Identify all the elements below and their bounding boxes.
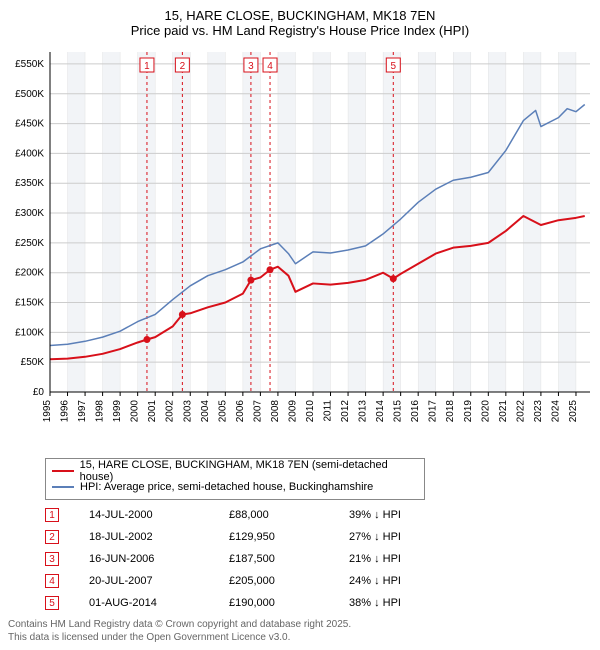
svg-text:1997: 1997 xyxy=(77,400,88,423)
svg-text:2011: 2011 xyxy=(323,400,334,422)
svg-text:2012: 2012 xyxy=(340,400,351,423)
svg-text:£550K: £550K xyxy=(15,59,44,70)
marker-number-box: 5 xyxy=(45,596,59,610)
marker-date: 01-AUG-2014 xyxy=(89,597,229,609)
marker-price: £190,000 xyxy=(229,597,349,609)
svg-text:2016: 2016 xyxy=(410,400,421,423)
svg-text:2015: 2015 xyxy=(393,400,404,423)
svg-text:£100K: £100K xyxy=(15,327,44,338)
marker-date: 20-JUL-2007 xyxy=(89,575,229,587)
svg-text:£500K: £500K xyxy=(15,89,44,100)
marker-price: £187,500 xyxy=(229,553,349,565)
marker-row: 1 14-JUL-2000£88,00039% ↓ HPI xyxy=(45,504,580,526)
marker-pct: 24% ↓ HPI xyxy=(349,575,449,587)
legend-swatch-hpi xyxy=(52,486,74,488)
svg-text:2: 2 xyxy=(180,61,186,72)
svg-text:1999: 1999 xyxy=(112,400,123,423)
chart-area: £0 £50K £100K £150K £200K £250K £300K £350K £400… xyxy=(0,42,600,452)
title-subtitle: Price paid vs. HM Land Registry's House … xyxy=(10,23,590,38)
svg-text:2025: 2025 xyxy=(568,400,579,423)
marker-number-box: 4 xyxy=(45,574,59,588)
svg-text:2019: 2019 xyxy=(463,400,474,423)
chart-title-block: 15, HARE CLOSE, BUCKINGHAM, MK18 7EN Pri… xyxy=(0,0,600,42)
footnote-line1: Contains HM Land Registry data © Crown c… xyxy=(8,618,351,631)
svg-text:£0: £0 xyxy=(33,387,45,398)
marker-date: 14-JUL-2000 xyxy=(89,509,229,521)
svg-text:£200K: £200K xyxy=(15,268,44,279)
svg-text:1: 1 xyxy=(144,61,150,72)
svg-text:2005: 2005 xyxy=(217,400,228,423)
marker-row: 3 16-JUN-2006£187,50021% ↓ HPI xyxy=(45,548,580,570)
svg-text:2018: 2018 xyxy=(445,400,456,423)
marker-row: 2 18-JUL-2002£129,95027% ↓ HPI xyxy=(45,526,580,548)
marker-pct: 21% ↓ HPI xyxy=(349,553,449,565)
svg-text:1998: 1998 xyxy=(95,400,106,423)
marker-number-box: 3 xyxy=(45,552,59,566)
svg-text:£450K: £450K xyxy=(15,119,44,130)
svg-text:2014: 2014 xyxy=(375,400,386,423)
svg-text:2007: 2007 xyxy=(252,400,263,423)
legend-swatch-paid xyxy=(52,470,74,472)
svg-text:3: 3 xyxy=(248,61,254,72)
svg-text:2003: 2003 xyxy=(182,400,193,423)
svg-text:2006: 2006 xyxy=(235,400,246,423)
svg-text:£150K: £150K xyxy=(15,298,44,309)
marker-price: £205,000 xyxy=(229,575,349,587)
footnote: Contains HM Land Registry data © Crown c… xyxy=(8,618,351,644)
legend-row-hpi: HPI: Average price, semi-detached house,… xyxy=(52,479,418,495)
marker-number-box: 1 xyxy=(45,508,59,522)
svg-text:2009: 2009 xyxy=(287,400,298,423)
svg-text:2022: 2022 xyxy=(515,400,526,423)
svg-text:£250K: £250K xyxy=(15,238,44,249)
marker-date: 16-JUN-2006 xyxy=(89,553,229,565)
svg-text:£50K: £50K xyxy=(21,357,45,368)
marker-number-box: 2 xyxy=(45,530,59,544)
svg-text:2010: 2010 xyxy=(305,400,316,423)
svg-text:£300K: £300K xyxy=(15,208,44,219)
svg-text:5: 5 xyxy=(391,61,397,72)
marker-price: £88,000 xyxy=(229,509,349,521)
svg-text:2004: 2004 xyxy=(200,400,211,423)
marker-pct: 39% ↓ HPI xyxy=(349,509,449,521)
svg-text:4: 4 xyxy=(267,61,273,72)
svg-text:1995: 1995 xyxy=(42,400,53,423)
svg-text:2023: 2023 xyxy=(533,400,544,423)
svg-text:2001: 2001 xyxy=(147,400,158,423)
marker-pct: 27% ↓ HPI xyxy=(349,531,449,543)
sale-marker-table: 1 14-JUL-2000£88,00039% ↓ HPI 2 18-JUL-2002… xyxy=(45,504,580,614)
legend-row-paid: 15, HARE CLOSE, BUCKINGHAM, MK18 7EN (se… xyxy=(52,463,418,479)
marker-pct: 38% ↓ HPI xyxy=(349,597,449,609)
svg-text:2008: 2008 xyxy=(270,400,281,423)
marker-price: £129,950 xyxy=(229,531,349,543)
legend-label-paid: 15, HARE CLOSE, BUCKINGHAM, MK18 7EN (se… xyxy=(80,459,418,483)
marker-date: 18-JUL-2002 xyxy=(89,531,229,543)
svg-text:2020: 2020 xyxy=(480,400,491,423)
svg-text:2013: 2013 xyxy=(358,400,369,423)
chart-svg: £0 £50K £100K £150K £200K £250K £300K £350K £400… xyxy=(0,42,600,452)
svg-text:1996: 1996 xyxy=(60,400,71,423)
title-address: 15, HARE CLOSE, BUCKINGHAM, MK18 7EN xyxy=(10,8,590,23)
svg-text:2024: 2024 xyxy=(550,400,561,423)
svg-text:2000: 2000 xyxy=(130,400,141,423)
svg-text:£400K: £400K xyxy=(15,148,44,159)
marker-row: 4 20-JUL-2007£205,00024% ↓ HPI xyxy=(45,570,580,592)
svg-text:2002: 2002 xyxy=(165,400,176,423)
svg-text:2021: 2021 xyxy=(498,400,509,423)
svg-text:£350K: £350K xyxy=(15,178,44,189)
footnote-line2: This data is licensed under the Open Gov… xyxy=(8,631,351,644)
legend-label-hpi: HPI: Average price, semi-detached house,… xyxy=(80,481,373,493)
svg-text:2017: 2017 xyxy=(428,400,439,423)
legend: 15, HARE CLOSE, BUCKINGHAM, MK18 7EN (se… xyxy=(45,458,425,500)
marker-row: 5 01-AUG-2014£190,00038% ↓ HPI xyxy=(45,592,580,614)
